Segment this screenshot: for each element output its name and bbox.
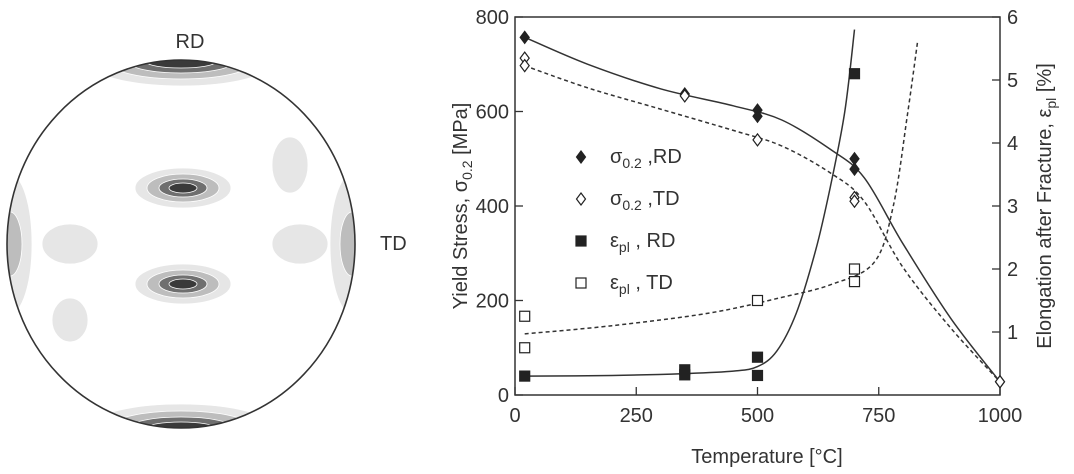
data-point-series-1 [849, 194, 860, 209]
y-left-tick-label: 800 [476, 7, 509, 29]
y-right-tick-label: 5 [1007, 70, 1018, 92]
data-markers [519, 30, 1006, 389]
legend-label: σ0.2 ,TD [610, 188, 680, 213]
data-point-series-3 [751, 294, 764, 307]
data-point-series-3 [519, 342, 531, 354]
axis-ticks: 0 250 500 750 1000 0 200 400 600 800 1 2 3 4 5 6 [476, 7, 1023, 427]
plot-frame [514, 16, 1001, 396]
x-tick-label: 0 [509, 405, 520, 427]
data-point-series-2 [519, 370, 531, 382]
fit-curve-series-2 [524, 29, 856, 377]
pole-label-td: TD [380, 233, 407, 255]
x-axis-label: Temperature [°C] [691, 446, 842, 468]
y-right-tick-label: 6 [1007, 7, 1018, 29]
data-point-series-2 [751, 351, 764, 363]
x-tick-label: 1000 [978, 405, 1023, 427]
pole-figure-intensity [7, 60, 355, 428]
y-left-tick-label: 200 [476, 291, 509, 313]
legend-label: εpl , RD [610, 230, 675, 255]
yield-stress-chart: 0 250 500 750 1000 0 200 400 600 800 1 2 3 4 5 6 σ0.2 ,… [450, 7, 1059, 468]
intensity-contour [271, 223, 329, 265]
y-right-tick-label: 4 [1007, 133, 1018, 155]
y-right-tick-label: 2 [1007, 259, 1018, 281]
data-point-series-3 [848, 263, 861, 275]
y-axis-right-label: Elongation after Fracture, εpl [%] [1034, 63, 1059, 349]
intensity-contour [108, 410, 254, 428]
intensity-contour [168, 278, 198, 290]
data-point-series-1 [679, 88, 690, 103]
data-point-series-3 [848, 276, 861, 288]
data-point-series-0 [849, 162, 860, 177]
x-tick-label: 500 [741, 405, 774, 427]
y-axis-left-label: Yield Stress, σ0.2 [MPa] [450, 103, 475, 310]
data-point-series-0 [519, 30, 530, 45]
y-right-tick-label: 1 [1007, 322, 1018, 344]
legend: σ0.2 ,RD σ0.2 ,TD εpl , RD εpl , TD [575, 146, 682, 297]
data-point-series-0 [752, 109, 763, 124]
intensity-contour [51, 297, 89, 343]
x-tick-label: 750 [862, 405, 895, 427]
pole-label-rd: RD [176, 31, 205, 53]
intensity-contour [7, 211, 23, 277]
legend-marker [575, 277, 587, 289]
intensity-contour [41, 223, 99, 265]
data-point-series-2 [848, 68, 861, 80]
data-point-series-1 [519, 58, 530, 73]
legend-label: εpl , TD [610, 272, 673, 297]
y-left-tick-label: 0 [498, 385, 509, 407]
legend-marker [575, 192, 587, 206]
intensity-contour [128, 416, 234, 428]
data-point-series-2 [751, 369, 764, 382]
fit-curves [524, 29, 1001, 383]
intensity-contour [271, 136, 309, 194]
intensity-contour [339, 211, 355, 277]
intensity-contour [168, 182, 198, 194]
y-left-tick-label: 400 [476, 196, 509, 218]
data-point-series-1 [994, 374, 1006, 389]
data-point-series-2 [679, 369, 691, 381]
data-point-series-1 [752, 132, 763, 147]
y-right-tick-label: 3 [1007, 196, 1018, 218]
pole-figure: RD TD [6, 31, 407, 429]
legend-marker [575, 235, 587, 247]
legend-label: σ0.2 ,RD [610, 146, 682, 171]
intensity-contour [146, 421, 216, 428]
x-tick-label: 250 [620, 405, 653, 427]
legend-marker [575, 150, 587, 164]
intensity-bands [7, 60, 355, 428]
data-point-series-3 [519, 310, 531, 322]
fit-curve-series-1 [524, 64, 1001, 383]
pole-figure-outline [6, 59, 356, 429]
fit-curve-series-0 [524, 36, 1001, 383]
y-left-tick-label: 600 [476, 102, 509, 124]
fit-curve-series-3 [524, 42, 919, 335]
